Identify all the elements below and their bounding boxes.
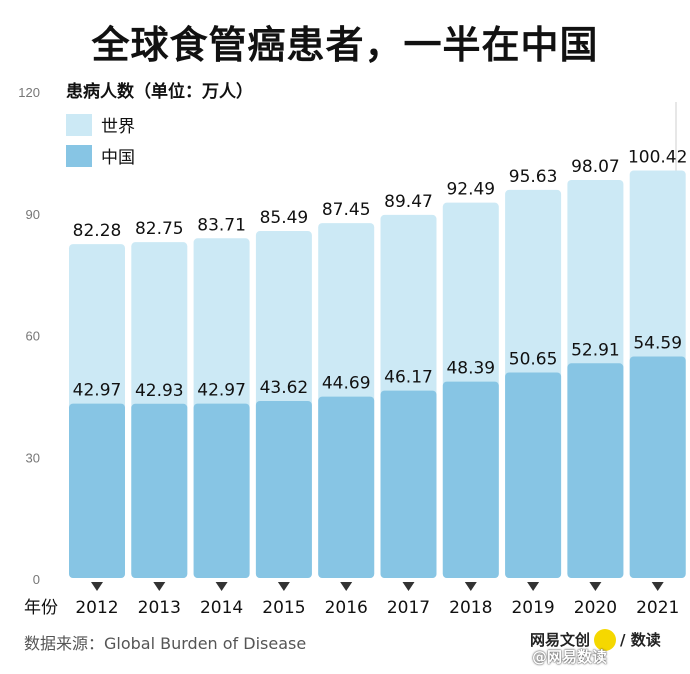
watermark: @网易数读 bbox=[532, 648, 608, 666]
bar-china bbox=[69, 403, 125, 578]
bar-china bbox=[567, 363, 624, 578]
x-marker-icon bbox=[215, 582, 228, 591]
brand-right: / 数读 bbox=[620, 630, 661, 649]
data-label-world: 98.07 bbox=[571, 157, 620, 177]
data-label-world: 82.28 bbox=[73, 221, 122, 241]
bar-china bbox=[380, 390, 437, 578]
brand-left: 网易文创 bbox=[530, 630, 591, 649]
data-label-world: 87.45 bbox=[322, 200, 371, 220]
brand-badge-icon bbox=[594, 629, 617, 651]
data-label-world: 83.71 bbox=[197, 215, 246, 235]
y-tick-label: 90 bbox=[26, 207, 40, 222]
data-label-china: 48.39 bbox=[446, 359, 495, 379]
x-axis-label: 年份 bbox=[24, 598, 58, 618]
y-tick-label: 120 bbox=[18, 85, 40, 100]
bar-china bbox=[318, 396, 375, 578]
data-label-china: 42.97 bbox=[73, 381, 122, 401]
legend-swatch-china bbox=[66, 145, 92, 167]
x-marker-icon bbox=[527, 582, 540, 591]
x-marker-icon bbox=[91, 582, 103, 591]
legend-label: 中国 bbox=[101, 148, 135, 168]
x-tick-label: 2016 bbox=[325, 598, 368, 618]
legend-swatch-world bbox=[66, 114, 92, 136]
bar-china bbox=[629, 356, 686, 578]
data-label-china: 42.93 bbox=[135, 381, 184, 401]
data-label-world: 89.47 bbox=[384, 192, 433, 212]
data-label-world: 92.49 bbox=[446, 180, 495, 200]
x-marker-icon bbox=[340, 582, 353, 591]
data-label-china: 44.69 bbox=[322, 374, 371, 394]
legend-label: 世界 bbox=[101, 117, 135, 137]
data-label-china: 54.59 bbox=[633, 333, 682, 353]
data-label-world: 82.75 bbox=[135, 219, 184, 239]
data-label-world: 95.63 bbox=[509, 167, 558, 187]
x-marker-icon bbox=[464, 582, 477, 591]
data-label-china: 50.65 bbox=[509, 349, 558, 369]
y-tick-label: 30 bbox=[26, 450, 40, 465]
brand-logo: 网易文创 / 数读 bbox=[530, 628, 661, 651]
data-label-china: 43.62 bbox=[260, 378, 309, 398]
bar-china bbox=[442, 381, 499, 578]
data-label-world: 85.49 bbox=[260, 208, 309, 228]
x-tick-label: 2020 bbox=[574, 598, 617, 618]
x-tick-label: 2017 bbox=[387, 598, 430, 618]
data-label-china: 42.97 bbox=[197, 381, 246, 401]
x-marker-icon bbox=[277, 582, 290, 591]
source-note: 数据来源：Global Burden of Disease bbox=[24, 634, 307, 653]
bar-china bbox=[193, 403, 250, 578]
x-tick-label: 2018 bbox=[449, 598, 492, 618]
data-label-world: 100.42 bbox=[628, 147, 687, 167]
bar-china bbox=[255, 400, 312, 578]
x-marker-icon bbox=[651, 582, 664, 591]
bar-china bbox=[505, 372, 562, 578]
data-label-china: 46.17 bbox=[384, 368, 433, 388]
y-tick-label: 0 bbox=[33, 572, 40, 587]
x-tick-label: 2014 bbox=[200, 598, 243, 618]
x-tick-label: 2012 bbox=[75, 598, 118, 618]
x-tick-label: 2019 bbox=[511, 598, 554, 618]
x-marker-icon bbox=[153, 582, 166, 591]
x-marker-icon bbox=[589, 582, 602, 591]
chart-title: 全球食管癌患者，一半在中国 bbox=[91, 23, 599, 67]
x-tick-label: 2013 bbox=[138, 598, 181, 618]
y-tick-label: 60 bbox=[26, 329, 40, 344]
x-tick-label: 2015 bbox=[262, 598, 305, 618]
data-label-china: 52.91 bbox=[571, 340, 620, 360]
x-tick-label: 2021 bbox=[636, 598, 679, 618]
x-marker-icon bbox=[402, 582, 415, 591]
bar-china bbox=[131, 403, 188, 578]
unit-label: 患病人数（单位：万人） bbox=[66, 81, 253, 102]
